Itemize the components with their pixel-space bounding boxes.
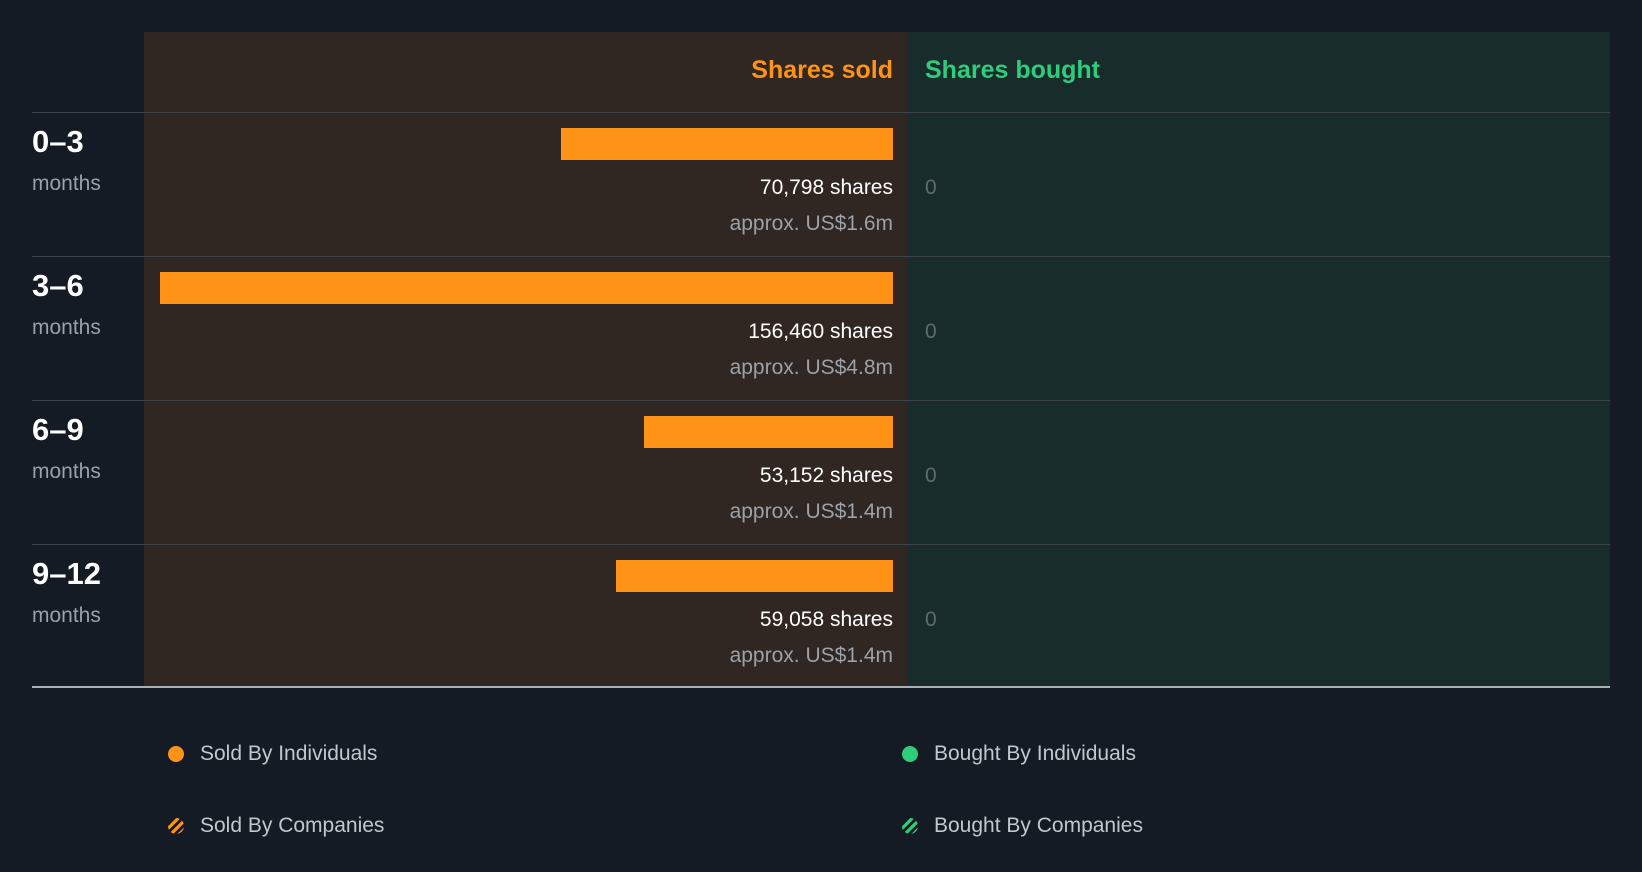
striped-green-dot-icon [902,818,918,834]
legend-label: Sold By Individuals [200,742,378,765]
period-unit-label: months [32,316,101,339]
legend-bought-by-individuals: Bought By Individuals [902,741,1136,767]
shares-bought-column [908,32,1610,687]
row-divider [32,256,1610,257]
row-divider [32,400,1610,401]
shares-bought-header: Shares bought [925,56,1101,84]
sold-bar [616,560,893,592]
period-unit-label: months [32,460,101,483]
sold-shares-label: 156,460 shares [748,320,893,343]
legend-label: Bought By Companies [934,814,1143,837]
bought-shares-label: 0 [925,320,937,343]
bought-shares-label: 0 [925,176,937,199]
chart-baseline [32,686,1610,688]
bought-shares-label: 0 [925,464,937,487]
row-divider [32,112,1610,113]
sold-value-label: approx. US$1.6m [729,212,893,235]
period-label: 9–12 [32,556,101,591]
sold-shares-label: 53,152 shares [759,464,893,487]
sold-value-label: approx. US$4.8m [729,356,893,379]
legend-label: Sold By Companies [200,814,385,837]
sold-value-label: approx. US$1.4m [729,644,893,667]
sold-shares-label: 70,798 shares [759,176,893,199]
period-label: 0–3 [32,124,84,159]
legend-bought-by-companies: Bought By Companies [902,813,1143,839]
sold-value-label: approx. US$1.4m [729,500,893,523]
legend-sold-by-individuals: Sold By Individuals [168,741,377,767]
period-label: 3–6 [32,268,84,303]
sold-bar [160,272,893,304]
period-unit-label: months [32,172,101,195]
bought-shares-label: 0 [925,608,937,631]
row-divider [32,544,1610,545]
legend-sold-by-companies: Sold By Companies [168,813,384,839]
sold-bar [644,416,893,448]
sold-shares-label: 59,058 shares [759,608,893,631]
period-unit-label: months [32,604,101,627]
striped-orange-dot-icon [168,818,184,834]
solid-green-dot-icon [902,746,918,762]
period-label: 6–9 [32,412,84,447]
solid-orange-dot-icon [168,746,184,762]
shares-sold-header: Shares sold [751,56,893,84]
sold-bar [561,128,893,160]
legend-label: Bought By Individuals [934,742,1136,765]
